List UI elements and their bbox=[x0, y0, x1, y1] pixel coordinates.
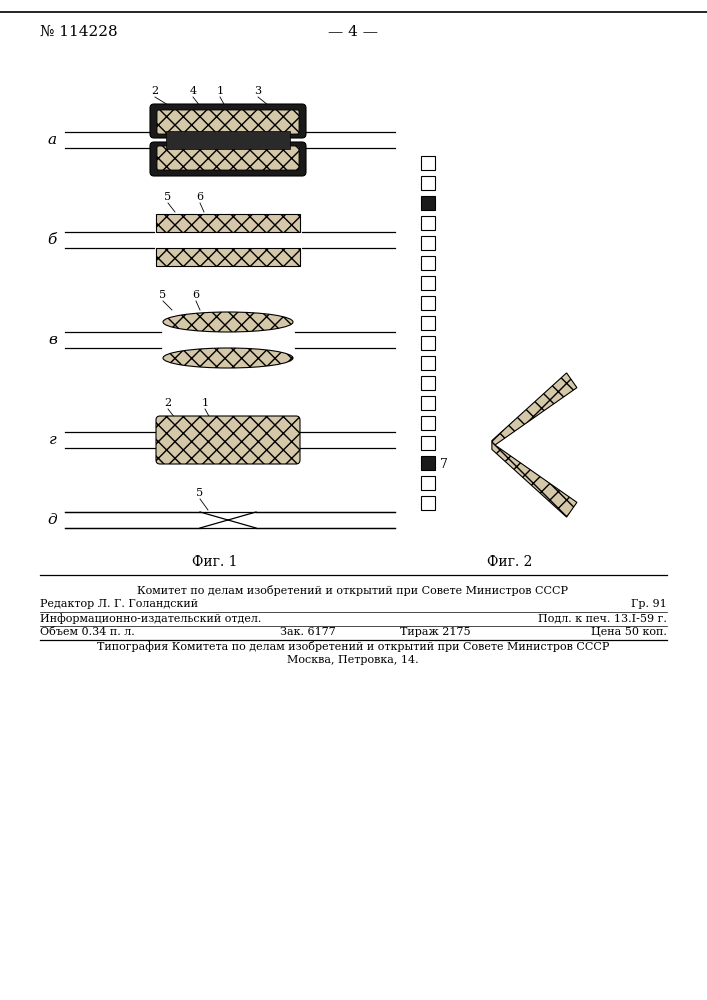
Bar bbox=[421, 336, 435, 350]
Text: Тираж 2175: Тираж 2175 bbox=[400, 627, 471, 637]
Text: Редактор Л. Г. Голандский: Редактор Л. Г. Голандский bbox=[40, 599, 198, 609]
Text: Информационно-издательский отдел.: Информационно-издательский отдел. bbox=[40, 613, 262, 624]
Text: Подл. к печ. 13.I-59 г.: Подл. к печ. 13.I-59 г. bbox=[538, 613, 667, 623]
Bar bbox=[421, 436, 435, 450]
Bar bbox=[421, 176, 435, 190]
FancyBboxPatch shape bbox=[157, 110, 299, 134]
Text: № 114228: № 114228 bbox=[40, 25, 117, 39]
Bar bbox=[421, 236, 435, 250]
Text: — 4 —: — 4 — bbox=[328, 25, 378, 39]
Text: 6: 6 bbox=[197, 192, 204, 202]
Ellipse shape bbox=[163, 312, 293, 332]
Text: в: в bbox=[48, 333, 57, 347]
Bar bbox=[156, 248, 300, 266]
Text: Типография Комитета по делам изобретений и открытий при Совете Министров СССР: Типография Комитета по делам изобретений… bbox=[97, 641, 609, 652]
Text: 2: 2 bbox=[165, 398, 172, 408]
Text: 7: 7 bbox=[440, 458, 448, 472]
Bar bbox=[421, 216, 435, 230]
Bar bbox=[156, 214, 300, 232]
Bar bbox=[421, 376, 435, 390]
FancyBboxPatch shape bbox=[166, 131, 290, 149]
FancyBboxPatch shape bbox=[157, 146, 299, 170]
Text: Зак. 6177: Зак. 6177 bbox=[280, 627, 336, 637]
FancyBboxPatch shape bbox=[156, 416, 300, 464]
Bar bbox=[421, 156, 435, 170]
Text: Объем 0.34 п. л.: Объем 0.34 п. л. bbox=[40, 627, 135, 637]
Text: 6: 6 bbox=[192, 290, 199, 300]
Text: 5: 5 bbox=[160, 290, 167, 300]
Text: д: д bbox=[47, 513, 57, 527]
Text: 1: 1 bbox=[216, 86, 223, 96]
Bar bbox=[421, 196, 435, 210]
Text: Фиг. 1: Фиг. 1 bbox=[192, 555, 238, 569]
Bar bbox=[421, 296, 435, 310]
Text: б: б bbox=[48, 233, 57, 247]
Bar bbox=[421, 256, 435, 270]
Text: Москва, Петровка, 14.: Москва, Петровка, 14. bbox=[287, 655, 419, 665]
Text: 2: 2 bbox=[151, 86, 158, 96]
Text: г: г bbox=[49, 433, 57, 447]
Text: Фиг. 2: Фиг. 2 bbox=[487, 555, 532, 569]
Text: а: а bbox=[48, 133, 57, 147]
Bar bbox=[421, 476, 435, 490]
Text: Комитет по делам изобретений и открытий при Совете Министров СССР: Комитет по делам изобретений и открытий … bbox=[137, 585, 568, 596]
Text: 5: 5 bbox=[197, 488, 204, 498]
Text: 5: 5 bbox=[165, 192, 172, 202]
Text: Цена 50 коп.: Цена 50 коп. bbox=[591, 627, 667, 637]
Text: 4: 4 bbox=[189, 86, 197, 96]
FancyBboxPatch shape bbox=[150, 142, 306, 176]
Bar bbox=[421, 396, 435, 410]
Bar bbox=[421, 416, 435, 430]
FancyBboxPatch shape bbox=[150, 104, 306, 138]
Bar bbox=[421, 316, 435, 330]
Text: 1: 1 bbox=[201, 398, 209, 408]
Ellipse shape bbox=[163, 348, 293, 368]
Bar bbox=[421, 496, 435, 510]
Bar bbox=[421, 276, 435, 290]
Bar bbox=[421, 456, 435, 470]
Text: 3: 3 bbox=[255, 86, 262, 96]
Bar bbox=[421, 356, 435, 370]
Polygon shape bbox=[492, 373, 577, 517]
Text: Гр. 91: Гр. 91 bbox=[631, 599, 667, 609]
